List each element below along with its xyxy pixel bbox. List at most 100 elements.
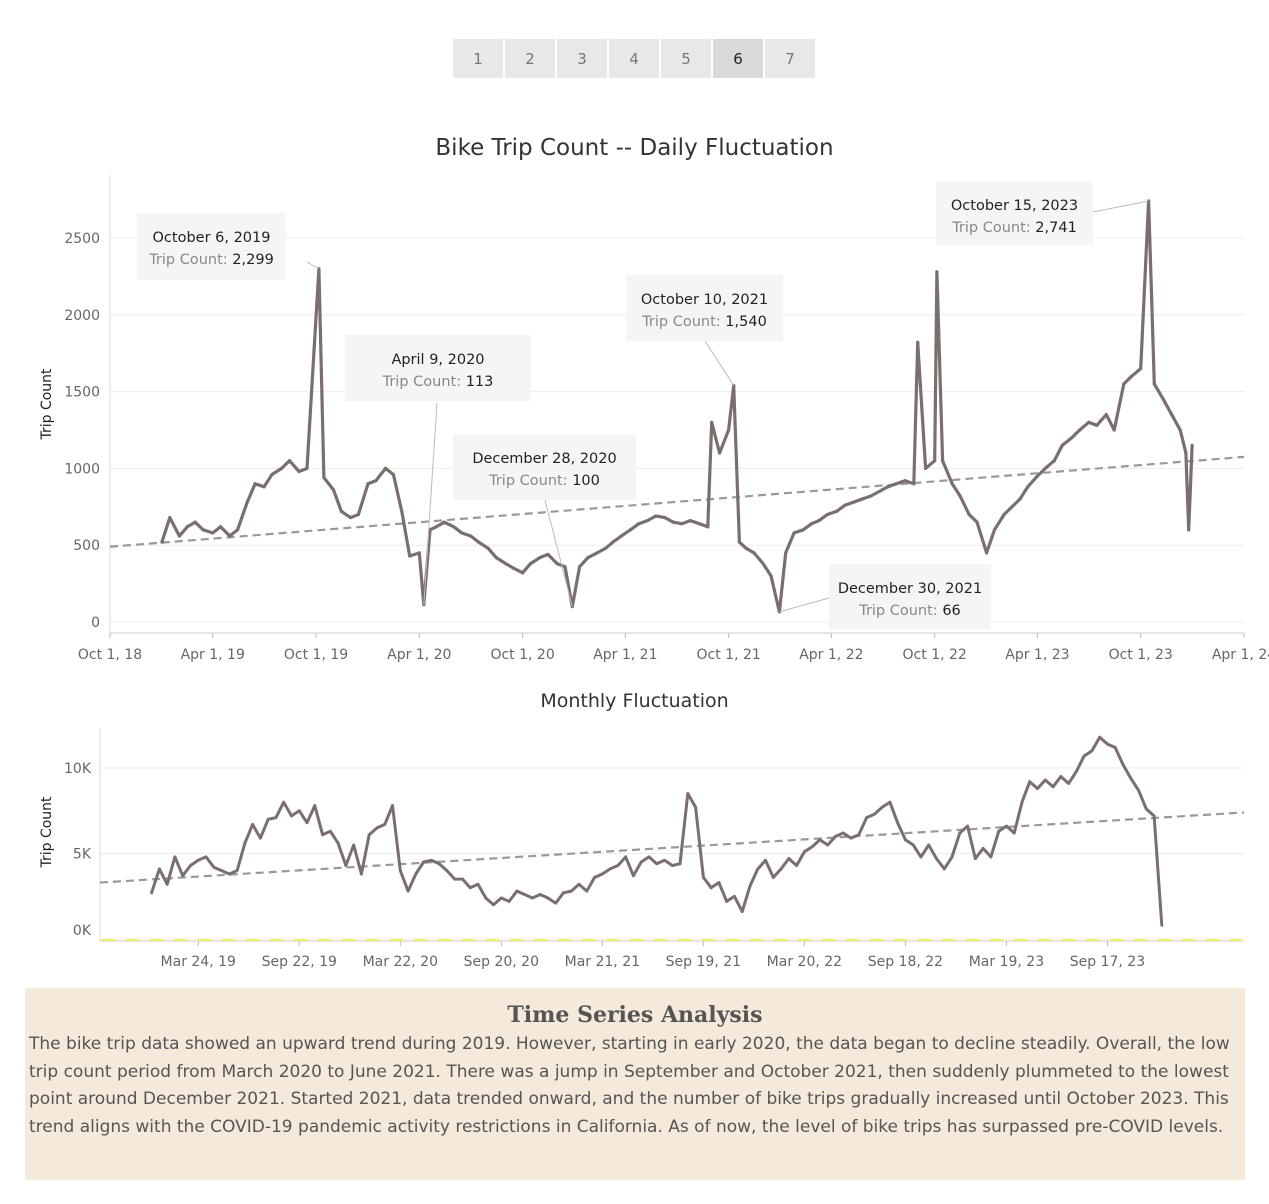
data-point bbox=[196, 858, 200, 862]
data-point bbox=[701, 876, 705, 879]
data-point bbox=[737, 540, 741, 544]
annotation-value-line: Trip Count: 1,540 bbox=[641, 314, 767, 330]
x-tick-label: Apr 1, 19 bbox=[181, 647, 245, 663]
data-point bbox=[476, 540, 481, 544]
data-point bbox=[1160, 923, 1164, 927]
data-point bbox=[266, 817, 270, 821]
data-point bbox=[383, 466, 388, 470]
data-point bbox=[321, 833, 324, 837]
data-point bbox=[989, 855, 993, 859]
data-point bbox=[1139, 366, 1143, 371]
data-point bbox=[756, 867, 760, 871]
data-point bbox=[1028, 780, 1032, 784]
y-axis-label: Trip Count bbox=[39, 796, 55, 869]
annotation-value-line: Trip Count: 66 bbox=[858, 603, 961, 619]
data-point bbox=[173, 855, 177, 859]
data-point bbox=[818, 838, 822, 842]
data-point bbox=[1095, 423, 1099, 427]
data-point bbox=[453, 877, 457, 881]
data-point bbox=[1144, 807, 1148, 811]
data-point bbox=[429, 858, 433, 862]
data-point bbox=[725, 899, 729, 903]
data-point bbox=[851, 500, 855, 504]
data-point bbox=[445, 869, 449, 872]
data-point bbox=[608, 867, 612, 871]
page-4-button[interactable]: 4 bbox=[609, 39, 659, 78]
page-6-button[interactable]: 6 bbox=[713, 39, 763, 78]
x-tick-label: Mar 21, 21 bbox=[565, 954, 640, 970]
y-tick-label: 10K bbox=[64, 761, 92, 777]
x-tick-label: Sep 20, 20 bbox=[464, 954, 539, 970]
data-point bbox=[1074, 770, 1078, 773]
data-point bbox=[305, 821, 309, 825]
annotation-field: Trip Count: bbox=[148, 252, 232, 268]
data-point bbox=[499, 896, 503, 900]
data-point bbox=[437, 862, 441, 866]
data-point bbox=[562, 891, 565, 895]
data-point bbox=[193, 520, 197, 524]
data-point bbox=[360, 872, 363, 876]
data-point bbox=[181, 874, 185, 878]
annotation-field: Trip Count: bbox=[488, 473, 572, 489]
data-point bbox=[1070, 436, 1074, 440]
data-point bbox=[860, 497, 864, 501]
data-point bbox=[586, 555, 590, 560]
data-point bbox=[603, 546, 608, 550]
data-point bbox=[975, 520, 979, 524]
data-point bbox=[1098, 735, 1102, 739]
data-point bbox=[585, 889, 589, 893]
page-2-button[interactable]: 2 bbox=[505, 39, 555, 78]
data-point bbox=[894, 482, 898, 486]
data-point bbox=[469, 534, 473, 538]
y-axis-label: Trip Count bbox=[39, 368, 55, 441]
data-point bbox=[950, 482, 954, 486]
data-point bbox=[538, 555, 542, 560]
data-point bbox=[992, 528, 997, 532]
data-point bbox=[468, 886, 472, 890]
data-point bbox=[328, 829, 332, 833]
data-point bbox=[985, 551, 989, 555]
data-point bbox=[1036, 787, 1039, 790]
data-point bbox=[888, 800, 892, 804]
data-point bbox=[911, 843, 915, 847]
data-point bbox=[1121, 763, 1125, 766]
x-tick-label: Apr 1, 20 bbox=[387, 647, 451, 663]
data-point bbox=[912, 482, 916, 486]
data-point bbox=[688, 519, 692, 523]
x-tick-label: Sep 19, 21 bbox=[666, 954, 741, 970]
data-point bbox=[486, 546, 490, 550]
page-3-button[interactable]: 3 bbox=[557, 39, 607, 78]
data-point bbox=[896, 821, 900, 825]
data-point bbox=[339, 509, 344, 514]
data-point bbox=[546, 896, 550, 900]
page-1-button[interactable]: 1 bbox=[453, 39, 503, 78]
y-tick-label: 0K bbox=[73, 923, 92, 939]
data-point bbox=[185, 525, 189, 529]
annotation-leader bbox=[544, 499, 573, 607]
data-point bbox=[958, 831, 962, 835]
x-tick-label: Oct 1, 21 bbox=[697, 647, 761, 663]
data-point bbox=[1043, 466, 1047, 470]
data-point bbox=[593, 876, 596, 879]
annotation-box bbox=[345, 335, 531, 401]
data-point bbox=[857, 833, 861, 837]
annotation-value-line: Trip Count: 2,741 bbox=[951, 220, 1077, 236]
data-point bbox=[274, 816, 278, 819]
data-point bbox=[706, 525, 710, 529]
x-tick-label: Mar 20, 22 bbox=[767, 954, 842, 970]
y-tick-label: 0 bbox=[91, 615, 100, 631]
y-tick-label: 2500 bbox=[64, 231, 100, 247]
annotation-value: 66 bbox=[942, 603, 960, 619]
data-point bbox=[344, 864, 348, 867]
data-point bbox=[375, 826, 379, 830]
page-7-button[interactable]: 7 bbox=[765, 39, 815, 78]
data-point bbox=[442, 520, 446, 524]
data-point bbox=[515, 889, 519, 893]
page-5-button[interactable]: 5 bbox=[661, 39, 711, 78]
data-point bbox=[810, 522, 814, 526]
data-point bbox=[733, 894, 736, 898]
annotation-value: 100 bbox=[572, 473, 600, 489]
y-tick-label: 1500 bbox=[64, 385, 100, 401]
data-point bbox=[950, 855, 954, 859]
data-point bbox=[616, 864, 620, 867]
